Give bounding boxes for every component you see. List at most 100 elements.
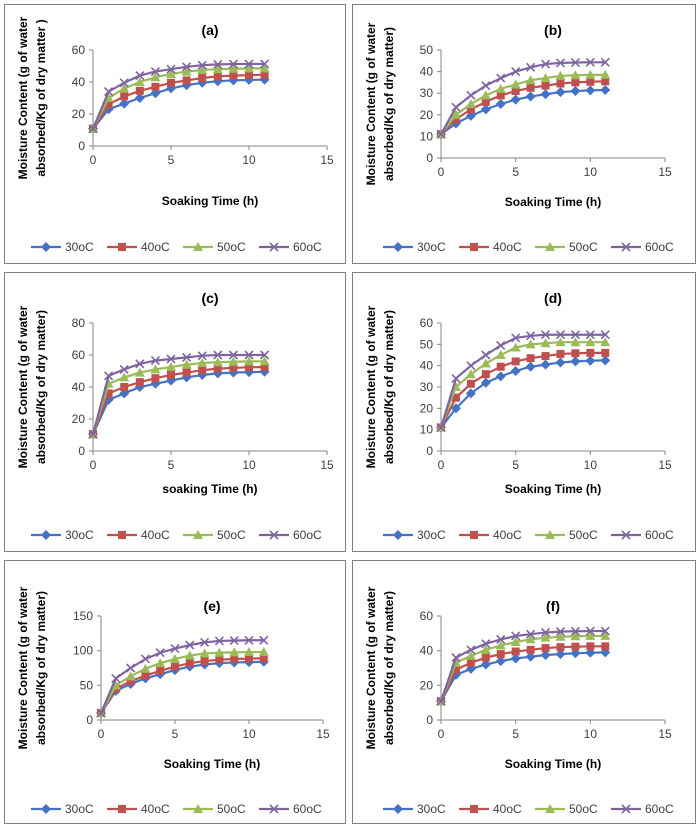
series-line — [91, 365, 265, 435]
data-point — [496, 362, 505, 371]
legend-marker — [269, 242, 279, 252]
y-tick-label: 50 — [80, 678, 94, 692]
x-tick-label: 15 — [658, 458, 672, 472]
data-point — [230, 654, 239, 663]
data-point — [213, 364, 222, 373]
x-tick-label: 0 — [438, 458, 445, 472]
legend-marker — [41, 242, 51, 252]
data-point — [570, 626, 580, 636]
data-point — [185, 640, 195, 650]
data-point — [259, 356, 270, 366]
data-point — [466, 645, 476, 655]
legend-label: 40oC — [493, 240, 522, 254]
data-point — [104, 87, 114, 97]
data-point — [585, 330, 595, 340]
data-point — [150, 72, 161, 82]
data-point — [228, 350, 238, 360]
data-point — [166, 64, 176, 74]
chart-title: (b) — [544, 22, 562, 38]
x-axis-label: soaking Time (h) — [162, 482, 257, 496]
y-tick-label: 20 — [420, 401, 434, 415]
data-point — [200, 637, 210, 647]
x-tick-label: 0 — [438, 165, 445, 179]
data-point — [481, 370, 490, 379]
legend-marker — [545, 530, 555, 539]
chart-panel-e: (e) Moisture Content (g of water absorbed/… — [4, 560, 346, 824]
data-point — [555, 631, 566, 641]
data-point — [496, 91, 505, 100]
series-30oC — [436, 355, 611, 433]
data-point — [151, 82, 160, 91]
data-point — [198, 366, 207, 375]
series-60oC — [96, 635, 269, 718]
data-point — [480, 644, 491, 654]
data-point — [451, 373, 461, 384]
data-point — [526, 629, 536, 639]
data-point — [556, 643, 565, 652]
data-point — [244, 367, 254, 378]
chart-title: (a) — [201, 22, 218, 38]
y-tick-label: 40 — [72, 380, 86, 394]
y-tick-label: 100 — [73, 644, 93, 658]
data-point — [600, 330, 610, 340]
data-point — [480, 377, 491, 388]
data-point — [571, 349, 580, 358]
data-point — [585, 630, 596, 640]
y-tick-label: 30 — [420, 380, 434, 394]
data-point — [212, 64, 223, 74]
legend: 30oC 40oC 50oC 60oC — [383, 240, 674, 254]
data-point — [555, 58, 566, 68]
data-point — [585, 626, 595, 636]
data-point — [570, 648, 581, 659]
legend-item: 50oC — [183, 240, 246, 254]
data-point — [184, 650, 195, 660]
data-point — [119, 98, 130, 109]
chart-panel-f: (f) Moisture Content (g of water absorbed/… — [352, 560, 696, 824]
legend: 30oC 40oC 50oC 60oC — [383, 528, 674, 542]
series-line — [91, 353, 265, 435]
series-line — [100, 650, 264, 714]
series-60oC — [436, 57, 610, 139]
x-tick-label: 15 — [320, 153, 334, 167]
data-point — [555, 330, 566, 340]
data-point — [244, 356, 254, 366]
data-point — [585, 337, 596, 347]
series-60oC — [88, 59, 270, 134]
series-line — [440, 351, 606, 429]
x-tick-label: 10 — [242, 458, 256, 472]
data-point — [151, 374, 160, 383]
data-point — [245, 654, 253, 663]
data-point — [200, 657, 209, 666]
data-point — [185, 659, 194, 668]
data-point — [481, 350, 491, 360]
data-point — [228, 63, 239, 73]
data-point — [119, 388, 130, 399]
data-point — [466, 379, 475, 388]
data-point — [495, 640, 506, 650]
data-point — [465, 99, 476, 108]
data-point — [555, 627, 566, 637]
data-point — [436, 129, 446, 139]
data-point — [451, 393, 460, 402]
data-point — [197, 358, 208, 367]
x-tick-label: 10 — [242, 727, 256, 741]
x-tick-label: 5 — [168, 458, 175, 472]
data-point — [134, 367, 145, 377]
data-point — [496, 650, 505, 659]
legend-label: 30oC — [417, 528, 446, 542]
y-axis-label: absorbed/Kg of dry matter) — [34, 591, 48, 745]
data-point — [229, 636, 239, 646]
legend-marker — [393, 242, 403, 252]
legend-label: 50oC — [569, 528, 598, 542]
x-tick-label: 10 — [584, 727, 598, 741]
data-point — [600, 355, 611, 366]
legend-marker — [621, 530, 631, 540]
data-point — [212, 368, 223, 379]
data-point — [150, 364, 161, 374]
legend-item: 30oC — [31, 240, 94, 254]
data-point — [181, 372, 192, 383]
legend-label: 50oC — [217, 240, 246, 254]
legend-marker — [118, 243, 126, 251]
legend-item: 40oC — [459, 528, 522, 542]
data-point — [167, 78, 175, 87]
